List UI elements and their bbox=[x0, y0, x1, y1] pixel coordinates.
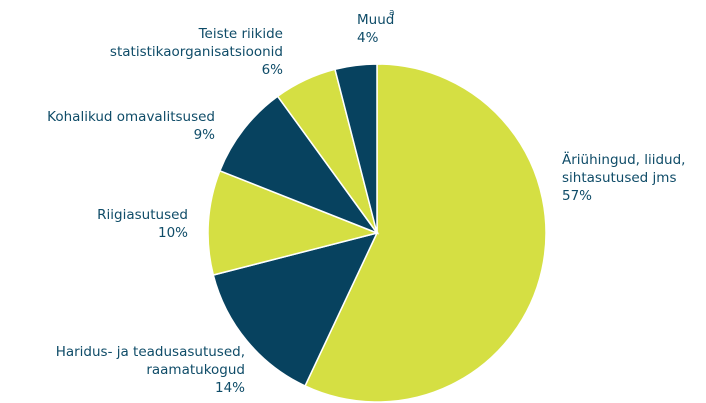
slice-value-label: 10% bbox=[157, 225, 188, 241]
pie-slice bbox=[212, 231, 379, 387]
annotation: a bbox=[389, 8, 395, 18]
pie-slice bbox=[304, 63, 547, 403]
slice-label: Riigiasutused bbox=[97, 207, 188, 223]
pie-slice bbox=[218, 95, 380, 235]
pie-slice bbox=[207, 169, 380, 276]
pie-slice bbox=[334, 63, 378, 234]
slice-value-label: 4% bbox=[357, 30, 379, 46]
slice-value-label: 9% bbox=[193, 127, 215, 143]
slice-label: Haridus- ja teadusasutused, raamatukogud bbox=[55, 344, 245, 378]
slice-value-label: 57% bbox=[562, 188, 593, 204]
slice-label: Teiste riikide statistikaorganisatsiooni… bbox=[109, 26, 283, 60]
slice-value-label: 6% bbox=[261, 62, 283, 78]
slice-label: Kohalikud omavalitsused bbox=[47, 109, 215, 125]
slice-value-label: 14% bbox=[214, 380, 245, 396]
slice-label: Äriühingud, liidud, sihtasutused jms bbox=[562, 152, 686, 186]
slice-label: Muud bbox=[357, 12, 395, 28]
